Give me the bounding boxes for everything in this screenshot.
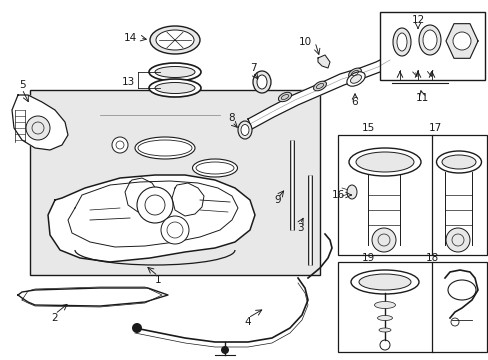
Ellipse shape — [396, 33, 406, 51]
Polygon shape — [18, 288, 168, 306]
Circle shape — [445, 228, 469, 252]
Ellipse shape — [350, 270, 418, 294]
Ellipse shape — [346, 185, 356, 199]
Text: 13: 13 — [121, 77, 134, 87]
Ellipse shape — [150, 26, 200, 54]
Bar — [431, 262, 486, 352]
Text: 6: 6 — [351, 97, 358, 107]
Text: 8: 8 — [228, 113, 235, 123]
Text: 4: 4 — [244, 317, 251, 327]
Ellipse shape — [441, 155, 475, 169]
Bar — [337, 135, 432, 255]
Ellipse shape — [392, 28, 410, 56]
Polygon shape — [12, 95, 68, 150]
Ellipse shape — [422, 30, 436, 50]
Ellipse shape — [377, 315, 392, 320]
Ellipse shape — [156, 30, 194, 50]
Text: 14: 14 — [123, 33, 136, 43]
Text: 19: 19 — [361, 253, 374, 263]
Text: 10: 10 — [298, 37, 311, 47]
Ellipse shape — [278, 92, 291, 102]
Bar — [379, 12, 484, 80]
Ellipse shape — [355, 152, 413, 172]
Ellipse shape — [155, 82, 195, 94]
Text: 17: 17 — [427, 123, 441, 133]
Ellipse shape — [418, 25, 440, 55]
Bar — [431, 135, 486, 255]
Bar — [337, 262, 432, 352]
FancyBboxPatch shape — [30, 90, 319, 275]
Circle shape — [221, 346, 228, 354]
Text: 7: 7 — [249, 63, 256, 73]
Ellipse shape — [313, 81, 326, 91]
Ellipse shape — [238, 121, 251, 139]
Circle shape — [137, 187, 173, 223]
Text: 9: 9 — [274, 195, 281, 205]
Ellipse shape — [436, 151, 481, 173]
Text: 1: 1 — [154, 275, 161, 285]
Circle shape — [161, 216, 189, 244]
Ellipse shape — [149, 63, 201, 81]
Ellipse shape — [135, 137, 195, 159]
Polygon shape — [247, 56, 391, 129]
Ellipse shape — [155, 67, 195, 77]
Ellipse shape — [192, 159, 237, 177]
Circle shape — [371, 228, 395, 252]
Text: 18: 18 — [425, 253, 438, 263]
Circle shape — [132, 323, 142, 333]
Ellipse shape — [374, 302, 395, 309]
Text: 16: 16 — [331, 190, 344, 200]
Ellipse shape — [252, 71, 270, 93]
Ellipse shape — [378, 328, 390, 332]
Ellipse shape — [350, 75, 361, 83]
Text: 15: 15 — [361, 123, 374, 133]
Ellipse shape — [149, 79, 201, 97]
Circle shape — [112, 137, 128, 153]
Text: 5: 5 — [19, 80, 25, 90]
Circle shape — [452, 32, 470, 50]
Text: 12: 12 — [410, 15, 424, 25]
Polygon shape — [48, 175, 254, 262]
Text: 3: 3 — [296, 223, 303, 233]
Circle shape — [26, 116, 50, 140]
Text: 11: 11 — [414, 93, 428, 103]
Polygon shape — [445, 24, 477, 58]
Ellipse shape — [348, 148, 420, 176]
Ellipse shape — [348, 68, 361, 78]
Ellipse shape — [241, 125, 248, 135]
Ellipse shape — [346, 72, 365, 86]
Ellipse shape — [257, 75, 266, 89]
Text: 2: 2 — [52, 313, 58, 323]
Ellipse shape — [358, 274, 410, 290]
Polygon shape — [317, 55, 329, 68]
